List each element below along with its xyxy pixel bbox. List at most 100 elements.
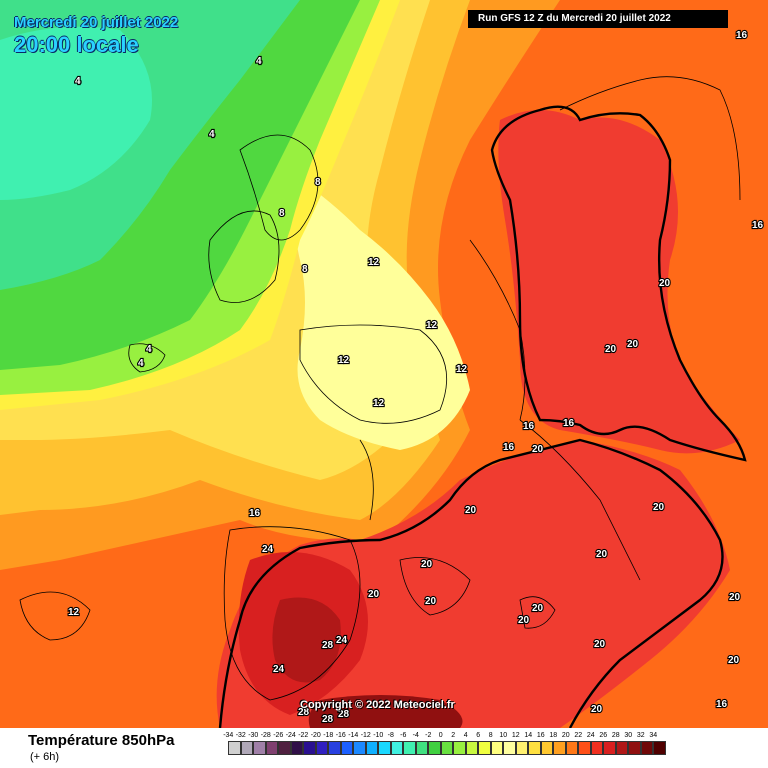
isoline-label: 16 (523, 421, 535, 432)
scale-label: 0 (438, 732, 443, 739)
isoline-label: 20 (425, 596, 437, 607)
scale-label: -2 (425, 732, 432, 739)
scale-swatch (428, 741, 441, 755)
scale-swatch (403, 741, 416, 755)
isoline-label: 16 (249, 508, 261, 519)
scale-label: -34 (223, 732, 234, 739)
legend-footer: Température 850hPa (+ 6h) -34 -32 -30 -28 -2… (0, 728, 768, 768)
isoline-label: 28 (322, 714, 334, 725)
scale-label: 30 (624, 732, 633, 739)
isoline-label: 16 (716, 699, 728, 710)
isoline-label: 20 (605, 344, 617, 355)
scale-swatch (515, 741, 528, 755)
isoline-label: 16 (503, 442, 515, 453)
scale-label: -12 (360, 732, 371, 739)
isoline-label: 20 (729, 592, 741, 603)
scale-swatch (440, 741, 453, 755)
isoline-label: 4 (75, 76, 81, 87)
scale-label: 32 (636, 732, 645, 739)
scale-swatch (578, 741, 591, 755)
isoline-label: 28 (338, 709, 350, 720)
scale-label: 6 (476, 732, 481, 739)
scale-label: -24 (285, 732, 296, 739)
isoline-labels: 4 4 4 4 4 8 8 8 12 12 12 12 12 12 16 16 … (67, 29, 765, 726)
isoline-label: 20 (596, 549, 608, 560)
scale-label: -28 (260, 732, 271, 739)
scale-swatch (478, 741, 491, 755)
scale-label: -32 (235, 732, 246, 739)
scale-swatch (290, 741, 303, 755)
scale-label: -30 (248, 732, 259, 739)
isoline-label: 20 (653, 502, 665, 513)
isoline-label: 12 (373, 398, 385, 409)
isoline-label: 8 (315, 177, 321, 188)
scale-swatch (390, 741, 403, 755)
scale-label: -22 (298, 732, 309, 739)
scale-swatch (415, 741, 428, 755)
scale-label: 2 (451, 732, 456, 739)
isoline-label: 24 (336, 635, 348, 646)
isoline-label: 20 (532, 603, 544, 614)
isoline-label: 4 (146, 344, 152, 355)
scale-swatch (453, 741, 466, 755)
scale-swatch (528, 741, 541, 755)
scale-label: 8 (488, 732, 493, 739)
isoline-label: 20 (368, 589, 380, 600)
scale-swatch (490, 741, 503, 755)
isoline-label: 20 (591, 704, 603, 715)
scale-swatch (328, 741, 341, 755)
isoline-label: 8 (302, 264, 308, 275)
scale-swatch (640, 741, 653, 755)
isoline-label: 8 (279, 208, 285, 219)
copyright-notice: Copyright © 2022 Meteociel.fr (300, 699, 455, 711)
scale-bar (228, 741, 666, 755)
scale-label: 24 (586, 732, 595, 739)
isoline-label: 24 (273, 664, 285, 675)
scale-swatch (365, 741, 378, 755)
scale-swatch (315, 741, 328, 755)
scale-label: -18 (323, 732, 334, 739)
scale-swatch (603, 741, 616, 755)
scale-label: -26 (273, 732, 284, 739)
zone-pale-yellow (295, 180, 470, 450)
scale-swatch (628, 741, 641, 755)
isotherm-20-south (218, 438, 724, 728)
isoline-label: 20 (627, 339, 639, 350)
isoline-label: 12 (68, 607, 80, 618)
scale-label: -8 (387, 732, 394, 739)
color-scale: -34 -32 -30 -28 -26 -24 -22 -20 -18 -16 -14 -12 -10-… (222, 732, 666, 755)
scale-swatch (553, 741, 566, 755)
scale-swatch (240, 741, 253, 755)
scale-swatch (590, 741, 603, 755)
scale-label: 26 (599, 732, 608, 739)
scale-swatch (378, 741, 391, 755)
isoline-label: 16 (563, 418, 575, 429)
scale-label: -16 (335, 732, 346, 739)
scale-label: -20 (310, 732, 321, 739)
scale-swatch (278, 741, 291, 755)
zone-darker-red-iberia (272, 597, 341, 683)
zone-hot-north-east (498, 110, 740, 454)
scale-label: 10 (499, 732, 508, 739)
scale-label: -14 (348, 732, 359, 739)
forecast-time: 20:00 locale (14, 32, 139, 57)
scale-label: 34 (649, 732, 658, 739)
isoline-label: 24 (262, 544, 274, 555)
temperature-map: 4 4 4 4 4 8 8 8 12 12 12 12 12 12 16 16 … (0, 0, 768, 728)
isoline-label: 12 (426, 320, 438, 331)
scale-label: 28 (611, 732, 620, 739)
forecast-date: Mercredi 20 juillet 2022 (14, 14, 179, 31)
isoline-label: 16 (736, 30, 748, 41)
isoline-label: 20 (728, 655, 740, 666)
scale-label: 16 (536, 732, 545, 739)
variable-title: Température 850hPa (28, 732, 175, 749)
isoline-label: 20 (465, 505, 477, 516)
scale-swatch (653, 741, 666, 755)
scale-swatch (228, 741, 241, 755)
scale-label: -6 (400, 732, 407, 739)
isoline-label: 20 (421, 559, 433, 570)
isoline-label: 4 (138, 358, 144, 369)
scale-swatch (303, 741, 316, 755)
isoline-label: 20 (594, 639, 606, 650)
scale-swatch (265, 741, 278, 755)
